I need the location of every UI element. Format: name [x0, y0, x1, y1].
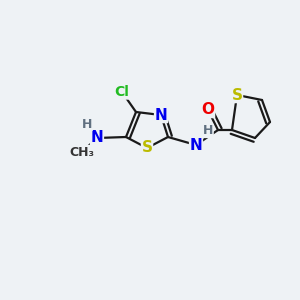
Text: N: N: [91, 130, 103, 146]
Text: N: N: [154, 107, 167, 122]
Text: Cl: Cl: [115, 85, 129, 99]
Text: H: H: [203, 124, 213, 137]
Text: N: N: [190, 137, 202, 152]
Text: S: S: [232, 88, 242, 103]
Text: O: O: [202, 103, 214, 118]
Text: CH₃: CH₃: [70, 146, 94, 158]
Text: S: S: [142, 140, 152, 155]
Text: H: H: [82, 118, 92, 130]
